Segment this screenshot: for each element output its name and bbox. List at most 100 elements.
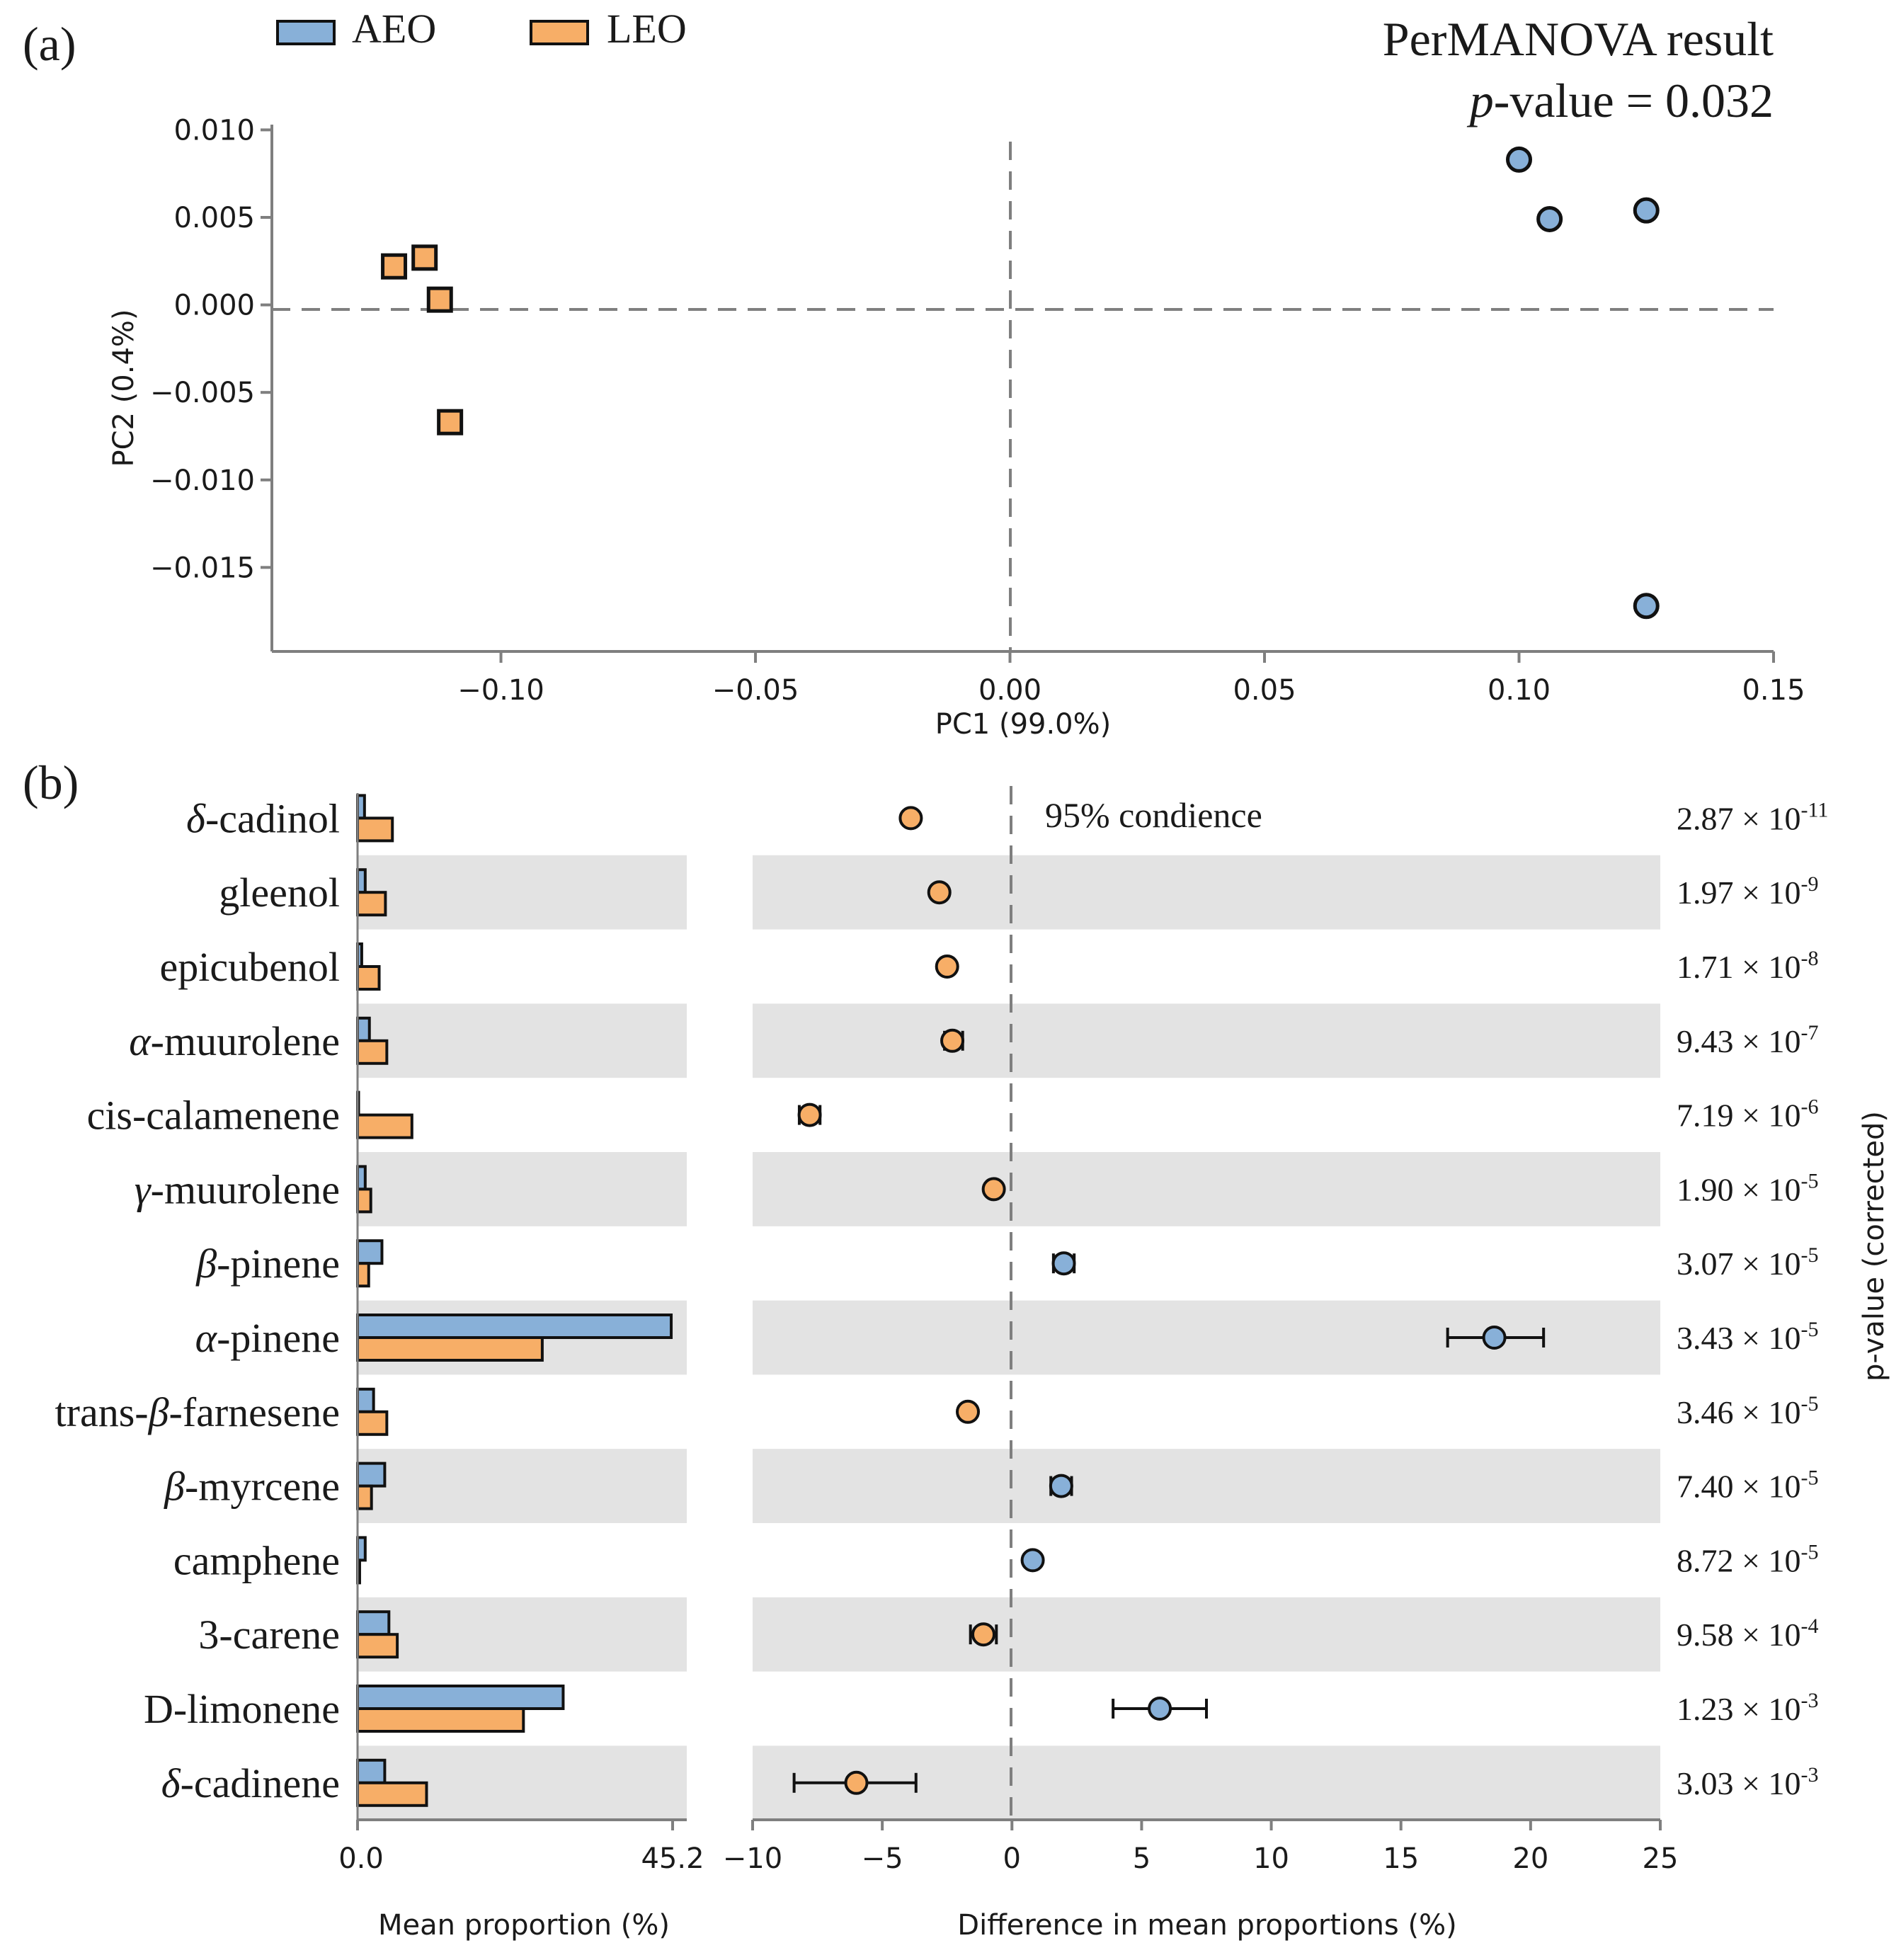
compound-label-greek: δ — [186, 795, 206, 841]
bar-leo — [356, 965, 381, 991]
pvalue-label: 3.43 × 10-5 — [1677, 1318, 1818, 1356]
diff-point-aeo — [1049, 1474, 1073, 1498]
compound-label: epicubenol — [160, 944, 340, 990]
pvalue-exponent: -5 — [1800, 1169, 1818, 1192]
compound-label-greek: β — [148, 1389, 169, 1435]
pvalue-exponent: -4 — [1800, 1614, 1818, 1638]
bar-aeo — [356, 1536, 367, 1562]
pcoa-axes — [270, 125, 1774, 653]
pvalue-mantissa: 3.46 × 10 — [1677, 1394, 1800, 1430]
legend-swatch-aeo — [276, 20, 336, 45]
bar-leo — [356, 1410, 389, 1436]
diff-point-leo — [797, 1102, 822, 1127]
bar-leo — [356, 816, 394, 843]
pvalue-mantissa: 1.97 × 10 — [1677, 874, 1800, 911]
diff-x-tick-label: −5 — [862, 1842, 903, 1875]
pvalue-axis-label: p-value (corrected) — [1858, 1111, 1890, 1381]
row-band-bar — [358, 855, 687, 930]
compound-label: D-limonene — [144, 1686, 340, 1732]
pvalue-label: 3.46 × 10-5 — [1677, 1392, 1818, 1430]
pvalue-exponent: -9 — [1800, 872, 1818, 896]
pvalue-mantissa: 7.40 × 10 — [1677, 1469, 1800, 1505]
pcoa-x-ticks: −0.10 −0.05 0.00 0.05 0.10 0.15 — [457, 651, 1805, 707]
bar-leo — [356, 1707, 525, 1733]
pcoa-point-aeo — [1506, 146, 1533, 173]
pvalue-rest: -value = 0.032 — [1494, 74, 1774, 127]
bar-aeo — [356, 1016, 371, 1042]
pvalue-exponent: -11 — [1800, 798, 1828, 821]
pvalue-label: 1.71 × 10-8 — [1677, 947, 1818, 985]
compound-labels: δ-cadinolgleenolepicubenolα-muurolenecis… — [55, 795, 340, 1806]
compound-label-text: epicubenol — [160, 944, 340, 990]
bar-leo — [356, 891, 387, 917]
bar-leo — [356, 1113, 413, 1139]
row-band-diff — [753, 855, 1660, 930]
row-band-bar — [358, 1152, 687, 1226]
pcoa-xlabel: PC1 (99.0%) — [935, 708, 1112, 741]
compound-label-greek: β — [164, 1464, 185, 1510]
diff-x-tick-label: −10 — [723, 1842, 782, 1875]
row-band-bar — [358, 1003, 687, 1078]
pcoa-point-aeo — [1633, 197, 1660, 224]
bar-aeo — [356, 868, 367, 894]
bar-leo — [356, 1187, 372, 1214]
pvalue-label: 1.23 × 10-3 — [1677, 1689, 1818, 1727]
pvalue-label: 3.03 × 10-3 — [1677, 1763, 1818, 1801]
bar-leo — [356, 1781, 428, 1807]
diff-xlabel: Difference in mean proportions (%) — [957, 1909, 1456, 1942]
pvalue-mantissa: 3.07 × 10 — [1677, 1246, 1800, 1282]
diff-point-leo — [940, 1028, 965, 1053]
compound-label: α-muurolene — [129, 1018, 340, 1064]
row-band-diff — [753, 1152, 1660, 1226]
pcoa-y-tick-label: −0.010 — [150, 465, 255, 497]
diff-point-aeo — [1148, 1697, 1172, 1721]
legend-label-leo: LEO — [607, 6, 687, 52]
diff-point-leo — [935, 955, 959, 979]
bar-leo — [356, 1039, 389, 1065]
diff-point-aeo — [1482, 1326, 1507, 1350]
bar-leo — [356, 1336, 544, 1362]
row-band-bar — [358, 1449, 687, 1523]
compound-label: δ-cadinol — [186, 795, 340, 841]
compound-label: β-pinene — [195, 1241, 340, 1287]
pvalue-label: 2.87 × 10-11 — [1677, 798, 1828, 836]
compound-label-text: -farnesene — [169, 1389, 341, 1435]
compound-label-greek: α — [129, 1018, 152, 1064]
bar-leo — [356, 1633, 399, 1659]
bar-leo — [356, 1484, 373, 1510]
legend: AEO LEO — [276, 6, 687, 52]
diff-axis — [753, 786, 1660, 1821]
bar-aeo — [356, 1758, 387, 1784]
pcoa-point-leo — [381, 253, 408, 280]
bar-aeo — [356, 1610, 391, 1636]
confidence-label: 95% condience — [1045, 795, 1262, 835]
diff-point-leo — [844, 1770, 869, 1795]
pvalue-label: 8.72 × 10-5 — [1677, 1540, 1818, 1578]
compound-label-text: -muurolene — [151, 1018, 340, 1064]
row-band-diff — [753, 1003, 1660, 1078]
pvalue-exponent: -5 — [1800, 1243, 1818, 1267]
compound-label: camphene — [173, 1537, 340, 1583]
mean-proportion-bars — [356, 794, 673, 1807]
bar-aeo — [356, 1165, 367, 1191]
pvalue-mantissa: 1.90 × 10 — [1677, 1171, 1800, 1207]
diff-point-leo — [898, 806, 923, 831]
bar-tick-label-0: 0.0 — [338, 1842, 384, 1875]
compound-label-text: -cadinol — [205, 795, 340, 841]
bar-aeo — [356, 1462, 387, 1488]
diff-point-leo — [956, 1399, 981, 1424]
pcoa-x-tick-label: −0.10 — [457, 674, 544, 707]
compound-label-greek: δ — [161, 1760, 181, 1806]
pvalue-mantissa: 1.71 × 10 — [1677, 949, 1800, 985]
pvalue-mantissa: 3.43 × 10 — [1677, 1320, 1800, 1356]
pcoa-x-tick-label: 0.00 — [978, 674, 1041, 707]
row-bands — [358, 855, 1660, 1821]
pcoa-y-tick-label: 0.000 — [173, 290, 255, 322]
compound-label-text: -cadinene — [181, 1760, 340, 1806]
pcoa-x-tick-label: 0.05 — [1233, 674, 1296, 707]
compound-label: cis-calamenene — [87, 1093, 340, 1139]
compound-label-text: -pinene — [217, 1241, 340, 1287]
compound-label-text: cis-calamenene — [87, 1093, 340, 1139]
compound-label-greek: β — [195, 1241, 217, 1287]
